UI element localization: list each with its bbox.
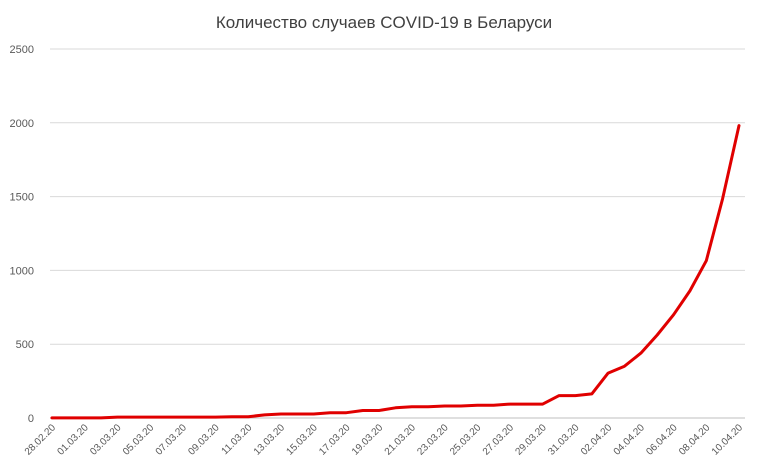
y-tick-label: 1000 xyxy=(10,265,34,277)
y-tick-label: 2000 xyxy=(10,118,34,130)
gridlines xyxy=(50,48,745,419)
x-axis-tick-labels: 28.02.2001.03.2003.03.2005.03.2007.03.20… xyxy=(23,422,746,458)
x-tick-label: 05.03.20 xyxy=(121,422,157,458)
x-tick-label: 15.03.20 xyxy=(285,422,321,458)
x-tick-label: 10.04.20 xyxy=(710,422,746,458)
x-tick-label: 21.03.20 xyxy=(383,422,419,458)
series-line-cases xyxy=(50,124,741,420)
x-tick-label: 19.03.20 xyxy=(350,422,386,458)
x-tick-label: 03.03.20 xyxy=(88,422,124,458)
x-tick-label: 11.03.20 xyxy=(220,422,255,457)
x-tick-label: 01.03.20 xyxy=(56,422,92,458)
series-layer xyxy=(50,124,741,420)
x-tick-label: 02.04.20 xyxy=(579,422,615,458)
y-tick-label: 0 xyxy=(28,413,34,425)
x-tick-label: 25.03.20 xyxy=(448,422,484,458)
y-tick-label: 2500 xyxy=(10,44,34,56)
x-tick-label: 08.04.20 xyxy=(677,422,713,458)
x-tick-label: 28.02.20 xyxy=(23,422,59,458)
x-tick-label: 17.03.20 xyxy=(317,422,353,458)
y-axis-tick-labels: 0 500 1000 1500 2000 2500 xyxy=(10,44,34,425)
x-tick-label: 09.03.20 xyxy=(186,422,222,458)
x-tick-label: 31.03.20 xyxy=(546,422,582,458)
y-tick-label: 1500 xyxy=(10,192,34,204)
x-tick-label: 07.03.20 xyxy=(154,422,190,458)
x-tick-label: 29.03.20 xyxy=(514,422,550,458)
x-tick-label: 23.03.20 xyxy=(415,422,451,458)
x-tick-label: 06.04.20 xyxy=(644,422,680,458)
x-tick-label: 27.03.20 xyxy=(481,422,517,458)
x-tick-label: 13.03.20 xyxy=(252,422,288,458)
chart-title: Количество случаев COVID-19 в Беларуси xyxy=(216,13,552,32)
x-tick-label: 04.04.20 xyxy=(612,422,648,458)
y-tick-label: 500 xyxy=(16,339,34,351)
